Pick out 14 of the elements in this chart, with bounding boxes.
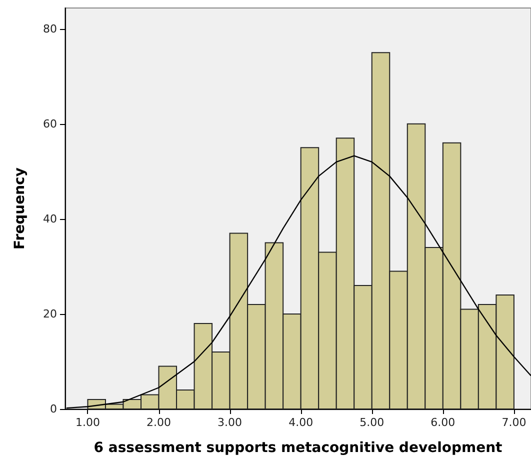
y-tick-label: 60 [43,117,57,130]
x-tick-label: 5.00 [360,416,384,429]
y-tick-label: 80 [43,22,57,36]
y-tick-label: 0 [50,402,57,416]
x-axis-title: 6 assessment supports metacognitive development [94,440,503,456]
x-tick-label: 3.00 [218,416,242,429]
x-tick-label: 2.00 [146,416,172,429]
x-tick-label: 6.00 [430,416,456,429]
y-axis-title: Frequency [12,168,28,250]
x-tick-label: 1.00 [75,416,100,429]
y-tick-label: 20 [43,307,57,320]
y-tick-label: 40 [43,212,57,226]
x-tick-label: 7.00 [502,416,526,429]
x-tick-label: 4.00 [288,416,314,429]
